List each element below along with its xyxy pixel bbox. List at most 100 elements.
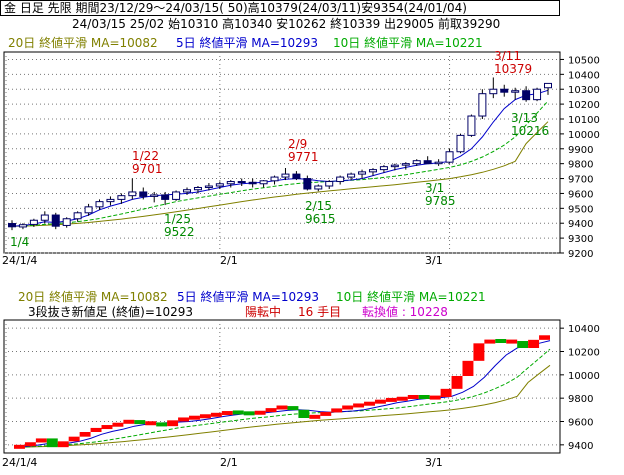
new-price-bar	[495, 339, 507, 343]
candle-body	[183, 189, 192, 193]
new-price-bar	[385, 397, 397, 402]
new-price-bar	[35, 438, 47, 443]
new-price-bar	[57, 441, 69, 448]
bottom-xtick-0: 24/1/4	[2, 456, 37, 469]
new-price-bar	[14, 444, 25, 449]
top-ytick-label: 9300	[568, 234, 593, 245]
candle-body	[18, 224, 27, 228]
candle-body	[281, 173, 290, 178]
legend-top-ma5: 5日 終値平滑 MA=10293	[176, 35, 318, 50]
candle-body	[259, 180, 268, 185]
top-xtick-1: 2/1	[220, 254, 238, 267]
candle-body	[445, 151, 454, 163]
annotation-value: 9701	[132, 162, 163, 176]
top-ma20-line	[11, 121, 549, 227]
new-price-bar	[156, 422, 168, 427]
new-price-bar	[517, 341, 529, 348]
bottom-xtick-2: 3/1	[425, 456, 443, 469]
candle-body	[489, 88, 498, 95]
new-price-bar	[451, 376, 463, 389]
new-price-bar	[320, 411, 332, 416]
legend-bottom-ma5: 5日 終値平滑 MA=10293	[177, 289, 319, 304]
bottom-moving-averages	[13, 340, 551, 448]
new-price-bar	[539, 335, 550, 340]
top-ytick-label: 10100	[568, 115, 600, 126]
top-ytick-label: 9700	[568, 175, 593, 186]
new-price-bar	[254, 410, 266, 415]
candle-body	[270, 176, 279, 182]
new-price-bar	[46, 438, 58, 448]
top-panel-frame	[3, 51, 561, 254]
new-price-bar	[342, 405, 354, 410]
top-annotations: 1/2297012/997713/11103791/41/2595222/159…	[10, 49, 549, 249]
bottom-ytick-label: 9800	[568, 394, 593, 405]
bottom-ytick-label: 10400	[568, 324, 600, 335]
annotation-value: 9771	[288, 150, 319, 164]
candle-body	[347, 173, 356, 178]
top-y-axis: 9200 9300 9400 9500 9600 9700 9800 9900 10000 101…	[560, 55, 600, 260]
new-price-bar	[232, 410, 244, 415]
kagi-state: 陽転中	[245, 304, 281, 319]
bottom-xtick-1: 2/1	[220, 456, 238, 469]
new-price-bar	[134, 420, 146, 425]
new-price-bar	[418, 395, 430, 399]
legend-bottom-ma20: 20日 終値平滑 MA=10082	[18, 289, 168, 304]
top-xtick-0: 24/1/4	[2, 254, 37, 267]
top-ytick-label: 10200	[568, 100, 600, 111]
top-ytick-label: 10400	[568, 70, 600, 81]
bottom-ytick-label: 9600	[568, 418, 593, 429]
bottom-new-price-bars	[14, 335, 550, 449]
candle-body	[358, 171, 367, 175]
new-price-bar	[429, 395, 441, 400]
candle-body	[412, 160, 421, 165]
new-price-bar	[353, 403, 365, 408]
candle-body	[51, 214, 60, 227]
candle-body	[544, 82, 552, 89]
top-xtick-2: 3/1	[425, 254, 443, 267]
new-price-bar	[189, 415, 200, 420]
new-price-bar	[396, 396, 408, 401]
candle-body	[314, 185, 323, 190]
kagi-prefix: 3段抜き新値足 (終値)=10293	[28, 304, 193, 319]
new-price-bar	[167, 420, 179, 427]
new-price-bar	[298, 409, 310, 418]
new-price-bar	[331, 408, 343, 413]
candle-body	[150, 194, 159, 197]
candle-body	[401, 163, 410, 166]
candle-body	[303, 178, 312, 190]
candle-body	[456, 134, 465, 153]
candle-body	[95, 201, 104, 208]
new-price-bar	[112, 422, 124, 427]
new-price-bar	[440, 388, 452, 397]
legend-top-ma10: 10日 終値平滑 MA=10221	[333, 35, 483, 50]
new-price-bar	[528, 339, 540, 348]
candle-body	[423, 160, 432, 165]
new-price-bar	[199, 414, 211, 419]
bottom-ytick-label: 9400	[568, 441, 593, 452]
candle-body	[226, 181, 235, 185]
annotation-date: 1/22	[132, 149, 159, 163]
candle-body	[511, 90, 520, 93]
top-ytick-label: 10500	[568, 55, 600, 66]
annotation-value: 9615	[305, 212, 336, 226]
new-price-bar	[24, 442, 36, 447]
bottom-panel-frame	[3, 319, 561, 454]
new-price-bar	[473, 343, 485, 361]
bottom-y-axis: 9400 9600 9800 10000 10200 10400	[560, 324, 600, 452]
new-price-bar	[123, 419, 135, 424]
new-price-bar	[101, 425, 113, 430]
kagi-count: 16 手目	[298, 305, 341, 319]
candle-body	[29, 219, 38, 225]
new-price-bar	[243, 411, 255, 416]
new-price-bar	[145, 421, 157, 426]
top-ytick-label: 10000	[568, 130, 600, 141]
annotation-date: 1/25	[164, 212, 191, 226]
top-ytick-label: 9400	[568, 219, 593, 230]
new-price-bar	[309, 414, 321, 419]
candle-body	[368, 169, 377, 173]
candle-body	[139, 191, 148, 197]
new-price-bar	[265, 408, 277, 413]
new-price-bar	[462, 360, 474, 376]
candle-body	[325, 181, 334, 187]
